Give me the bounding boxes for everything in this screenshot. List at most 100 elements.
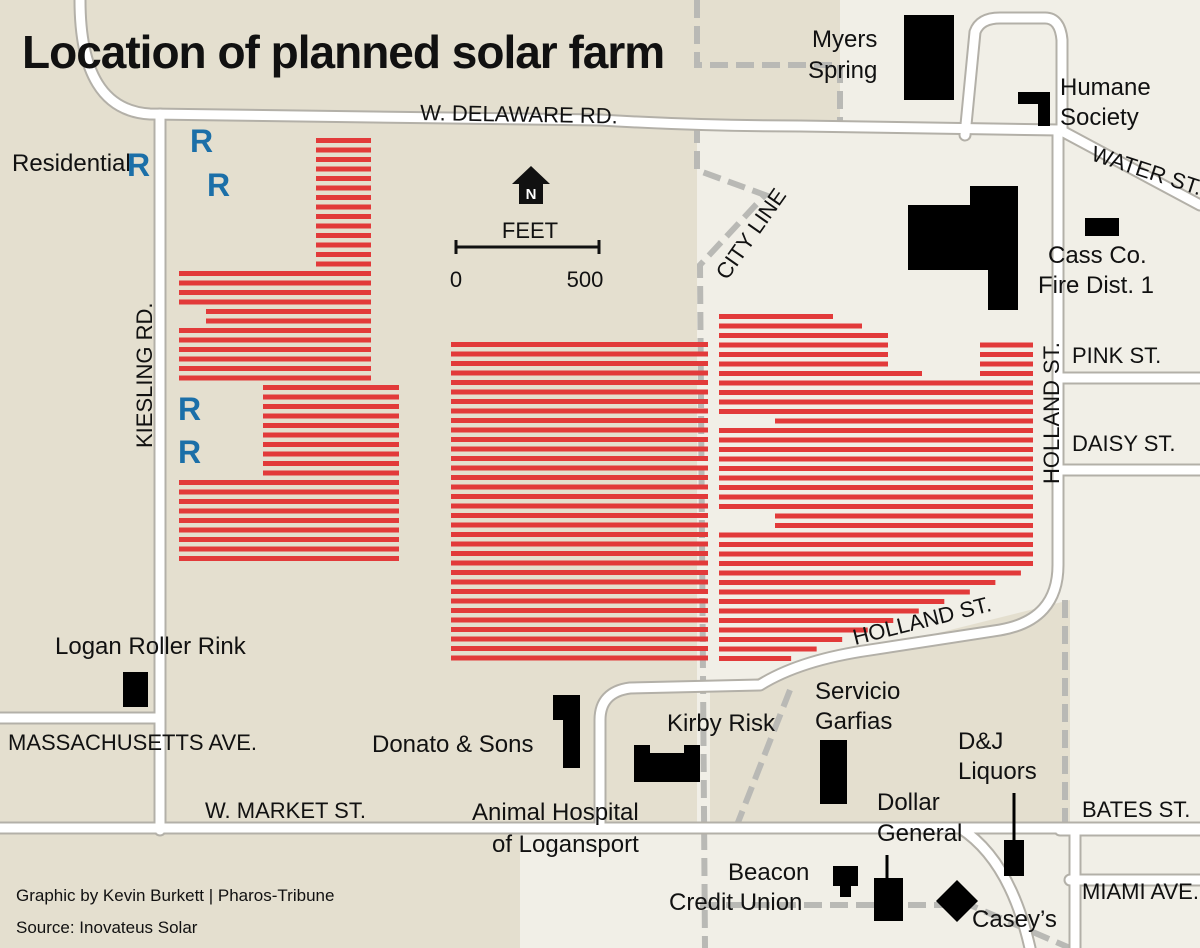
residential-marker: R [178,434,201,470]
solar-panel-row-west [316,147,371,153]
scale-title: FEET [502,218,558,243]
delaware-rd-label: W. DELAWARE RD. [420,100,618,128]
solar-panel-row-central [451,408,708,414]
city-line-boundary [694,0,1072,948]
solar-panel-row-east [719,314,833,319]
solar-panel-row-east [719,447,1033,452]
solar-panel-row-central [451,627,708,632]
solar-panel-row-west [179,290,371,295]
solar-panel-row-central [451,617,708,623]
dollar-general-label: Dollar [877,789,940,816]
donato-building [553,695,580,768]
solar-panel-row-central [451,532,708,537]
solar-panel-row-east [980,352,1033,357]
dj-liquors-label: Liquors [958,758,1037,785]
myers-spring-building [904,15,954,100]
solar-panel-row-central [451,389,708,395]
solar-panel-row-west [179,271,371,276]
map-title: Location of planned solar farm [22,26,664,78]
graphic-credit: Graphic by Kevin Burkett | Pharos-Tribun… [16,886,334,905]
buildings [123,15,1119,922]
solar-panel-row-central [451,560,708,566]
solar-panel-row-east [719,580,996,585]
residential-marker: R [127,147,150,183]
solar-panel-row-west [179,356,371,362]
solar-panel-row-west [316,157,371,162]
roller-rink-building [123,672,148,707]
solar-panel-row-east [719,589,970,595]
solar-panel-row-west [263,423,399,428]
market-st-label: W. MARKET ST. [205,798,366,823]
solar-panel-row-west [316,261,371,267]
place-labels: Myers Spring Humane Society Cass Co. Fir… [55,26,1154,933]
dj-liquors-label: D&J [958,728,1003,755]
dollar-general-label: General [877,820,962,847]
solar-panel-row-central [451,475,708,480]
solar-panel-row-central [451,608,708,613]
solar-panel-row-west [316,223,371,229]
bates-st-label: BATES ST. [1082,797,1190,822]
humane-society-label: Humane [1060,74,1151,101]
solar-panel-row-west [179,527,399,533]
solar-panel-row-west [316,204,371,210]
scale-bar: FEET 0 500 [450,218,603,292]
pink-st-label: PINK ST. [1072,343,1161,368]
solar-panel-row-east [980,342,1033,348]
solar-panel-row-central [451,494,708,499]
residential-marker: R [207,167,230,203]
north-arrow-icon: N [512,166,550,204]
donato-label: Donato & Sons [372,731,533,758]
solar-panel-row-central [451,456,708,461]
solar-panel-row-central [451,380,708,385]
holland-st-vertical-label: HOLLAND ST. [1039,342,1064,484]
animal-hospital-label: Animal Hospital [472,799,639,826]
servicio-building [820,740,847,804]
solar-panel-row-central [451,551,708,556]
solar-panel-row-central [451,418,708,423]
solar-panel-row-west [179,337,371,343]
solar-panel-row-west [179,375,371,381]
humane-society-label: Society [1060,104,1139,131]
solar-panel-row-east [719,371,922,376]
fire-district-label: Fire Dist. 1 [1038,272,1154,299]
solar-panel-row-west [263,432,399,438]
solar-panel-row-central [451,646,708,651]
solar-panel-row-central [451,522,708,528]
solar-panel-row-west [263,413,399,419]
myers-spring-label: Spring [808,57,877,84]
scale-start: 0 [450,267,462,292]
kirby-risk-building [634,745,700,782]
servicio-label: Garfias [815,708,892,735]
beacon-label: Credit Union [669,889,802,916]
solar-panel-row-central [451,503,708,509]
beacon-label: Beacon [728,859,809,886]
solar-panel-row-west [179,537,399,542]
kiesling-rd-label: KIESLING RD. [132,303,157,448]
solar-panel-row-east [719,323,862,329]
servicio-label: Servicio [815,678,900,705]
solar-panel-row-west [179,556,399,561]
source-credit: Source: Inovateus Solar [16,918,198,937]
solar-panel-row-west [263,442,399,447]
solar-panel-row-east [719,551,1033,557]
solar-panel-row-west [179,328,371,333]
solar-panel-row-west [316,195,371,200]
solar-panel-row-west [316,252,371,257]
solar-panel-row-west [179,347,371,352]
miami-ave-label: MIAMI AVE. [1082,879,1199,904]
solar-panel-row-west [179,499,399,504]
solar-panel-row-central [451,427,708,433]
solar-panel-row-west [316,233,371,238]
solar-panel-row-east [719,437,1033,443]
solar-panel-row-east [719,656,792,661]
solar-panel-row-west [206,309,371,314]
residential-label: Residential [12,150,131,177]
solar-panel-row-west [263,461,399,466]
solar-panel-row-west [179,508,399,514]
solar-panel-row-central [451,579,708,585]
solar-panel-row-east [719,475,1033,481]
solar-panel-row-east [719,428,1033,433]
solar-panel-row-east [719,646,817,652]
solar-panel-row-east [719,570,1021,576]
